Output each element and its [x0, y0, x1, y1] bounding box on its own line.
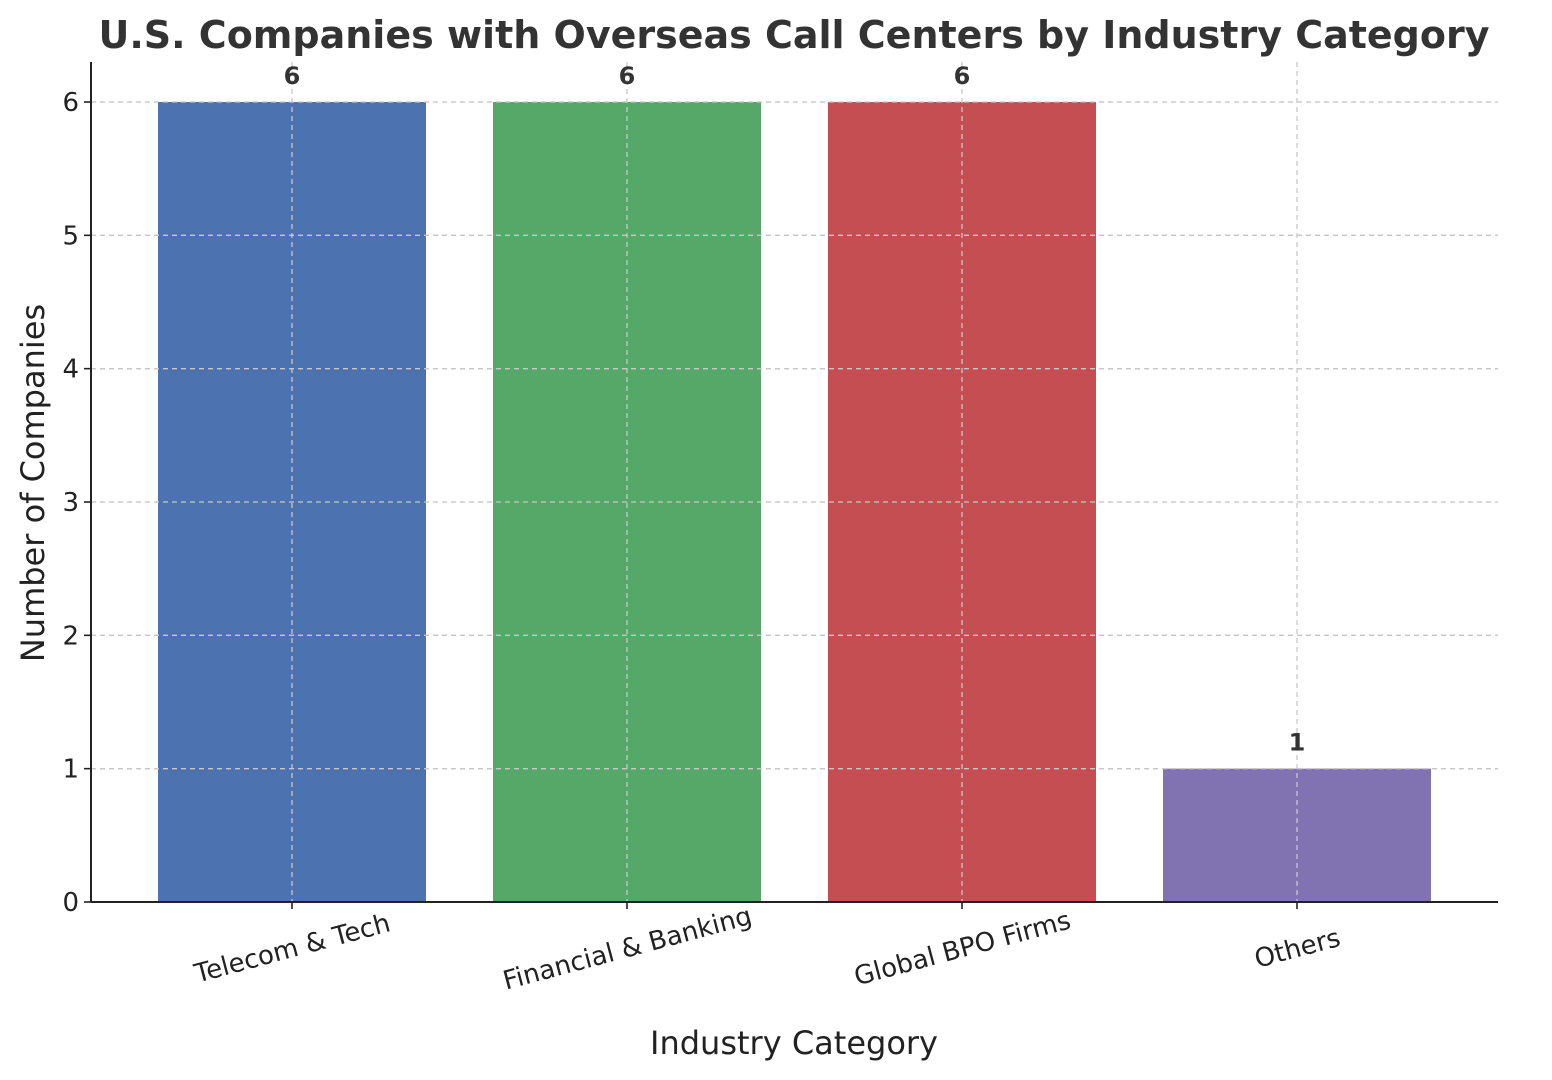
y-tick-labels: 0 1 2 3 4 5 6 [62, 88, 91, 918]
bar-value-label: 6 [284, 62, 301, 90]
bar-value-label: 6 [619, 62, 636, 90]
y-tick-label: 6 [62, 88, 79, 118]
x-axis-label: Industry Category [650, 1024, 938, 1062]
chart-title: U.S. Companies with Overseas Call Center… [98, 13, 1489, 57]
y-tick-label: 0 [62, 888, 79, 918]
axes [90, 62, 1498, 903]
x-tick-label: Global BPO Firms [851, 906, 1074, 993]
y-tick-label: 4 [62, 355, 79, 385]
bar [1163, 768, 1431, 902]
bar-value-labels: 6 6 6 1 [284, 62, 1306, 757]
bar-value-label: 6 [954, 62, 971, 90]
y-tick-label: 1 [62, 755, 79, 785]
x-tick-labels: Telecom & Tech Financial & Banking Global … [190, 901, 1343, 996]
vertical-gridlines [91, 62, 1498, 902]
x-tick-label: Financial & Banking [500, 901, 755, 996]
y-axis-label: Number of Companies [14, 304, 52, 662]
bar-value-label: 1 [1289, 729, 1306, 757]
y-tick-label: 3 [62, 488, 79, 518]
x-tick-label: Telecom & Tech [190, 908, 393, 989]
x-tick-label: Others [1251, 923, 1343, 975]
y-tick-label: 5 [62, 221, 79, 251]
y-tick-label: 2 [62, 621, 79, 651]
